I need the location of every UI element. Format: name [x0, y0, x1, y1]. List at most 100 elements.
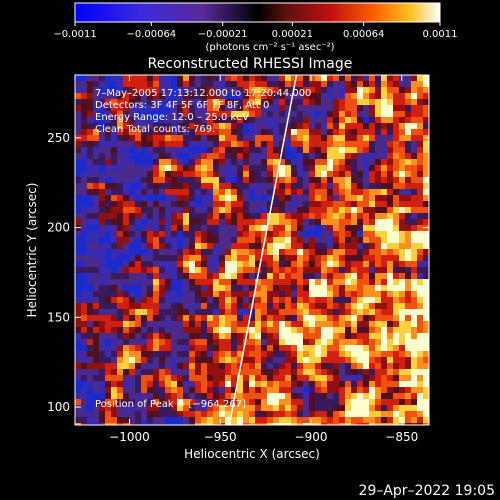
heatmap-cell — [381, 351, 388, 358]
heatmap-cell — [153, 315, 160, 322]
heatmap-cell — [339, 261, 346, 268]
heatmap-cell — [105, 243, 112, 250]
heatmap-cell — [417, 297, 424, 304]
heatmap-cell — [297, 129, 304, 136]
heatmap-cell — [417, 201, 424, 208]
heatmap-cell — [345, 375, 352, 382]
heatmap-cell — [123, 207, 130, 214]
heatmap-cell — [363, 417, 370, 424]
heatmap-cell — [237, 375, 244, 382]
heatmap-cell — [315, 219, 322, 226]
heatmap-cell — [129, 75, 136, 82]
heatmap-cell — [393, 99, 400, 106]
heatmap-cell — [417, 111, 424, 118]
heatmap-cell — [327, 105, 334, 112]
heatmap-cell — [87, 369, 94, 376]
heatmap-cell — [99, 393, 106, 400]
heatmap-cell — [147, 393, 154, 400]
heatmap-cell — [123, 387, 130, 394]
heatmap-cell — [375, 267, 382, 274]
heatmap-cell — [153, 423, 160, 425]
heatmap-cell — [399, 249, 406, 256]
heatmap-cell — [417, 243, 424, 250]
heatmap-cell — [243, 207, 250, 214]
heatmap-cell — [279, 411, 286, 418]
heatmap-cell — [159, 351, 166, 358]
heatmap-cell — [255, 345, 262, 352]
heatmap-cell — [231, 369, 238, 376]
heatmap-cell — [189, 363, 196, 370]
heatmap-cell — [381, 225, 388, 232]
heatmap-cell — [231, 381, 238, 388]
heatmap-cell — [267, 345, 274, 352]
heatmap-cell — [393, 123, 400, 130]
heatmap-cell — [195, 123, 202, 130]
heatmap-cell — [213, 381, 220, 388]
heatmap-cell — [141, 147, 148, 154]
heatmap-cell — [255, 423, 262, 425]
heatmap-cell — [231, 135, 238, 142]
heatmap-cell — [165, 369, 172, 376]
heatmap-cell — [207, 351, 214, 358]
heatmap-cell — [93, 267, 100, 274]
heatmap-cell — [363, 327, 370, 334]
heatmap-cell — [273, 237, 280, 244]
heatmap-cell — [171, 231, 178, 238]
heatmap-cell — [255, 135, 262, 142]
heatmap-cell — [207, 393, 214, 400]
heatmap-cell — [129, 93, 136, 100]
heatmap-cell — [357, 177, 364, 184]
heatmap-cell — [135, 147, 142, 154]
heatmap-cell — [99, 375, 106, 382]
heatmap-cell — [159, 171, 166, 178]
heatmap-cell — [87, 111, 94, 118]
heatmap-cell — [261, 315, 268, 322]
heatmap-cell — [333, 225, 340, 232]
heatmap-cell — [363, 297, 370, 304]
heatmap-cell — [81, 273, 88, 280]
heatmap-cell — [159, 117, 166, 124]
heatmap-cell — [249, 327, 256, 334]
heatmap-cell — [183, 195, 190, 202]
heatmap-cell — [303, 135, 310, 142]
heatmap-cell — [165, 405, 172, 412]
heatmap-cell — [201, 237, 208, 244]
heatmap-cell — [135, 399, 142, 406]
heatmap-cell — [285, 171, 292, 178]
heatmap-cell — [339, 117, 346, 124]
heatmap-cell — [189, 387, 196, 394]
heatmap-cell — [285, 129, 292, 136]
heatmap-cell — [93, 309, 100, 316]
heatmap-cell — [141, 219, 148, 226]
heatmap-cell — [261, 375, 268, 382]
heatmap-cell — [369, 129, 376, 136]
heatmap-cell — [237, 297, 244, 304]
heatmap-cell — [87, 195, 94, 202]
heatmap-cell — [111, 105, 118, 112]
heatmap-cell — [213, 411, 220, 418]
heatmap-cell — [129, 405, 136, 412]
heatmap-cell — [411, 369, 418, 376]
heatmap-cell — [369, 249, 376, 256]
heatmap-cell — [81, 255, 88, 262]
heatmap-cell — [189, 267, 196, 274]
heatmap-cell — [363, 213, 370, 220]
heatmap-cell — [219, 345, 226, 352]
heatmap-cell — [279, 273, 286, 280]
heatmap-cell — [81, 147, 88, 154]
heatmap-cell — [213, 279, 220, 286]
heatmap-cell — [249, 261, 256, 268]
heatmap-cell — [249, 297, 256, 304]
heatmap-cell — [411, 87, 418, 94]
heatmap-cell — [375, 369, 382, 376]
heatmap-cell — [417, 213, 424, 220]
heatmap-cell — [111, 135, 118, 142]
heatmap-cell — [243, 129, 250, 136]
heatmap-cell — [87, 315, 94, 322]
heatmap-cell — [81, 357, 88, 364]
heatmap-cell — [291, 177, 298, 184]
heatmap-cell — [225, 153, 232, 160]
heatmap-cell — [399, 207, 406, 214]
heatmap-cell — [285, 189, 292, 196]
heatmap-cell — [333, 357, 340, 364]
